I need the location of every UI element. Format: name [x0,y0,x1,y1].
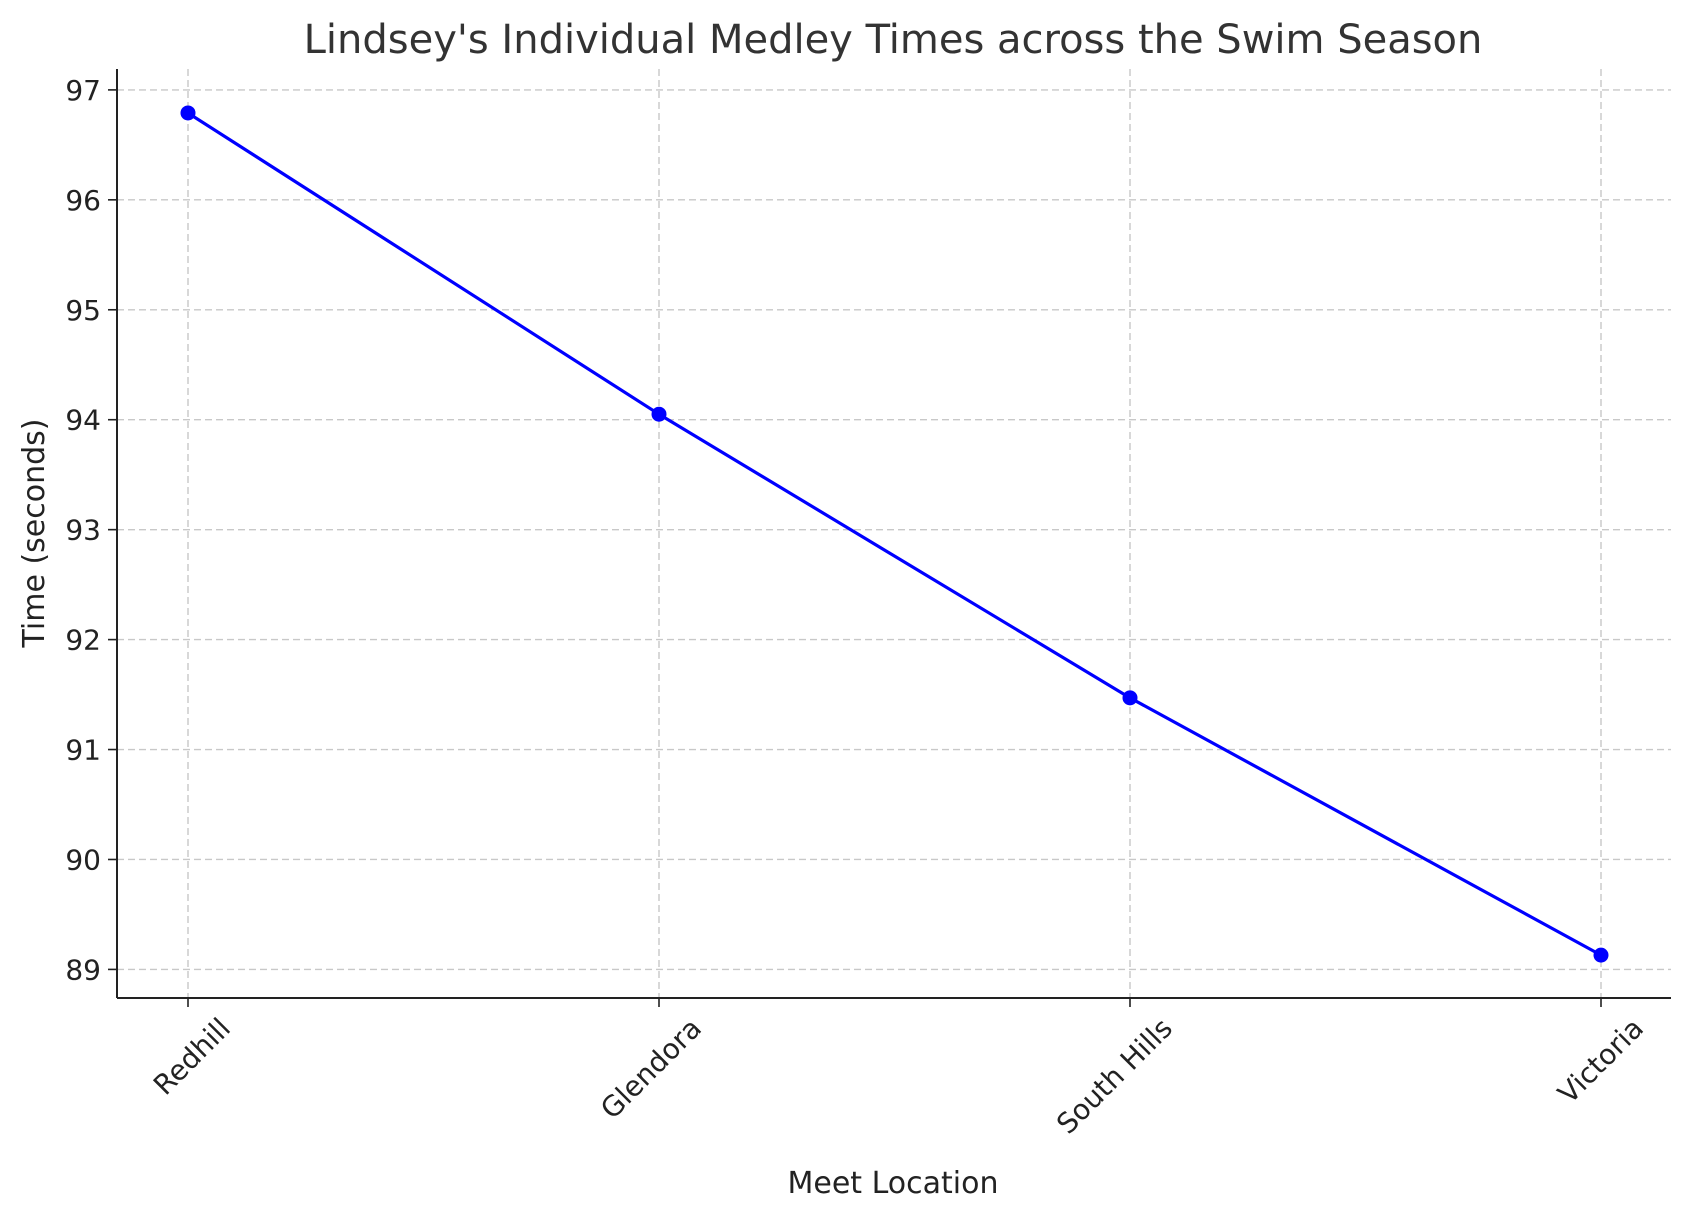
grid [117,69,1671,998]
y-tick-label: 91 [65,734,101,767]
y-tick-label: 96 [65,184,101,217]
y-tick-label: 93 [65,514,101,547]
y-tick-label: 90 [65,843,101,876]
y-tick-label: 97 [65,74,101,107]
data-point-marker [1122,690,1138,706]
axes [116,69,1671,999]
chart-title: Lindsey's Individual Medley Times across… [304,17,1483,63]
x-axis-label: Meet Location [788,1166,999,1201]
data-point-marker [651,406,667,422]
y-tick-label: 89 [65,953,101,986]
y-tick-label: 95 [65,294,101,327]
y-tick-label: 94 [65,404,101,437]
series-line [187,111,1602,957]
data-series [180,105,1609,963]
y-tick-label: 92 [65,624,101,657]
y-axis-label: Time (seconds) [17,419,52,649]
data-point-marker [1593,947,1609,963]
data-point-marker [180,105,196,121]
